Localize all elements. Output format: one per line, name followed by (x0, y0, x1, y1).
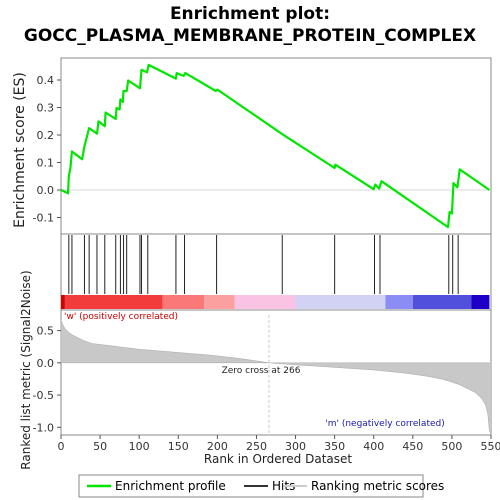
x-tick-label: 500 (441, 440, 462, 453)
x-tick-label: 150 (168, 440, 189, 453)
negative-correlation-label: 'm' (negatively correlated) (325, 419, 444, 429)
x-tick-label: 0 (58, 440, 65, 453)
metric-axis-label: Ranked list metric (Signal2Noise) (19, 270, 33, 469)
es-axis-label: Enrichment score (ES) (12, 72, 28, 228)
color-bar-segment (234, 295, 296, 309)
es-axis-ticks: -0.1 0.0 0.1 0.2 0.3 0.4 (33, 74, 491, 225)
color-bar-segment (64, 295, 163, 309)
x-tick-label: 450 (402, 440, 423, 453)
ranking-metric-area (60, 320, 490, 433)
metric-tick-label: 0.0 (37, 357, 55, 370)
color-bar-segment (471, 295, 490, 309)
chart-title-line1: Enrichment plot: (170, 4, 330, 24)
chart-title-line2: GOCC_PLASMA_MEMBRANE_PROTEIN_COMPLEX (24, 26, 476, 46)
x-tick-label: 250 (246, 440, 267, 453)
metric-tick-label: 0.5 (37, 325, 55, 338)
ranking-color-bar (61, 295, 490, 309)
es-tick-label: 0.1 (37, 157, 55, 170)
es-panel-frame (60, 57, 492, 235)
enrichment-profile-line (60, 63, 491, 229)
es-tick-label: 0.3 (37, 102, 55, 115)
x-axis-label: Rank in Ordered Dataset (204, 452, 352, 466)
x-axis-ticks: 0 50 100 150 200 250 300 350 400 450 500 550 (58, 435, 500, 453)
hit-marks (68, 235, 459, 294)
color-bar-segment (204, 295, 235, 309)
es-tick-label: -0.1 (33, 212, 54, 225)
legend-metric-label: Ranking metric scores (311, 479, 444, 493)
color-bar-segment (295, 295, 386, 309)
x-tick-label: 50 (93, 440, 107, 453)
x-tick-label: 350 (324, 440, 345, 453)
metric-axis-ticks: 0.5 0.0 -0.5 -1.0 (33, 325, 61, 434)
es-tick-label: 0.4 (37, 74, 55, 87)
metric-tick-label: -1.0 (33, 421, 54, 434)
x-tick-label: 200 (207, 440, 228, 453)
color-bar-segment (61, 295, 65, 309)
x-tick-label: 100 (129, 440, 150, 453)
legend-enrichment-label: Enrichment profile (115, 479, 226, 493)
color-bar-segment (162, 295, 205, 309)
es-tick-label: 0.2 (37, 129, 55, 142)
x-tick-label: 550 (481, 440, 500, 453)
color-bar-segment (385, 295, 413, 309)
x-tick-label: 300 (285, 440, 306, 453)
zero-cross-label: Zero cross at 266 (222, 366, 301, 376)
color-bar-segment (412, 295, 472, 309)
es-tick-label: 0.0 (37, 184, 55, 197)
metric-tick-label: -0.5 (33, 389, 54, 402)
x-tick-label: 400 (363, 440, 384, 453)
positive-correlation-label: 'w' (positively correlated) (64, 312, 178, 322)
